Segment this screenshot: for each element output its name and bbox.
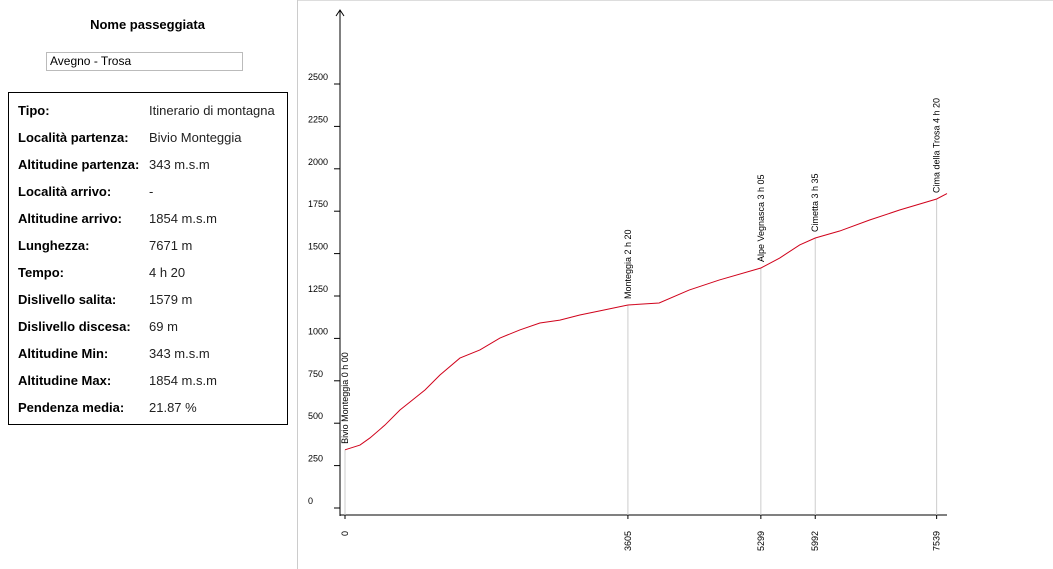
- x-tick-label: 5299: [756, 531, 766, 551]
- info-label: Altitudine arrivo:: [18, 211, 123, 226]
- info-label: Tipo:: [18, 103, 50, 118]
- y-tick-label: 1000: [308, 326, 328, 336]
- info-label: Tempo:: [18, 265, 64, 280]
- info-label: Altitudine Min:: [18, 346, 109, 361]
- info-value: 343 m.s.m: [149, 157, 210, 172]
- info-value: 1854 m.s.m: [149, 373, 217, 388]
- info-label: Dislivello salita:: [18, 292, 117, 307]
- y-tick-label: 250: [308, 454, 323, 464]
- y-tick-label: 2250: [308, 114, 328, 124]
- y-tick-label: 1250: [308, 284, 328, 294]
- info-value: Itinerario di montagna: [149, 103, 275, 118]
- y-tick-label: 750: [308, 369, 323, 379]
- form-panel: Nome passeggiata Avegno - Trosa Tipo: Iti…: [0, 0, 298, 569]
- x-tick-label: 5992: [810, 531, 820, 551]
- info-value: -: [149, 184, 154, 199]
- x-tick-label: 7539: [932, 531, 942, 551]
- info-value: 1579 m: [149, 292, 193, 307]
- info-label: Località arrivo:: [18, 184, 112, 199]
- y-tick-label: 2000: [308, 157, 328, 167]
- info-value: 1854 m.s.m: [149, 211, 217, 226]
- y-tick-label: 1500: [308, 242, 328, 252]
- x-tick-label: 0: [340, 531, 350, 536]
- elevation-line: [344, 193, 948, 451]
- y-tick-label: 1750: [308, 199, 328, 209]
- info-value: 21.87 %: [149, 400, 197, 415]
- y-tick-label: 500: [308, 411, 323, 421]
- marker-label: Monteggia 2 h 20: [623, 229, 633, 299]
- y-tick-label: 2500: [308, 72, 328, 82]
- info-value: 69 m: [149, 319, 178, 334]
- name-input[interactable]: Avegno - Trosa: [46, 52, 243, 71]
- info-label: Altitudine partenza:: [18, 157, 140, 172]
- info-label: Altitudine Max:: [18, 373, 112, 388]
- info-value: Bivio Monteggia: [149, 130, 242, 145]
- x-tick-label: 3605: [623, 531, 633, 551]
- info-label: Lunghezza:: [18, 238, 90, 253]
- info-label: Dislivello discesa:: [18, 319, 131, 334]
- chart: 0 250 500 750 1000 1250 1500 1750 2000 2250 2500 0 3…: [298, 0, 1053, 551]
- marker-label: Cimetta 3 h 35: [810, 173, 820, 232]
- info-value: 343 m.s.m: [149, 346, 210, 361]
- y-tick-label: 0: [308, 496, 313, 506]
- form-title: Nome passeggiata: [90, 17, 205, 32]
- y-axis-arrow: [335, 9, 345, 17]
- info-table: Tipo: Itinerario di montagna Località part…: [8, 92, 288, 425]
- marker-label: Alpe Vegnasca 3 h 05: [756, 174, 766, 262]
- info-value: 4 h 20: [149, 265, 186, 280]
- info-value: 7671 m: [149, 238, 193, 253]
- info-label: Pendenza media:: [18, 400, 125, 415]
- marker-label: Cima della Trosa 4 h 20: [932, 98, 942, 193]
- marker-label: Bivio Monteggia 0 h 00: [340, 352, 350, 444]
- info-label: Località partenza:: [18, 130, 129, 145]
